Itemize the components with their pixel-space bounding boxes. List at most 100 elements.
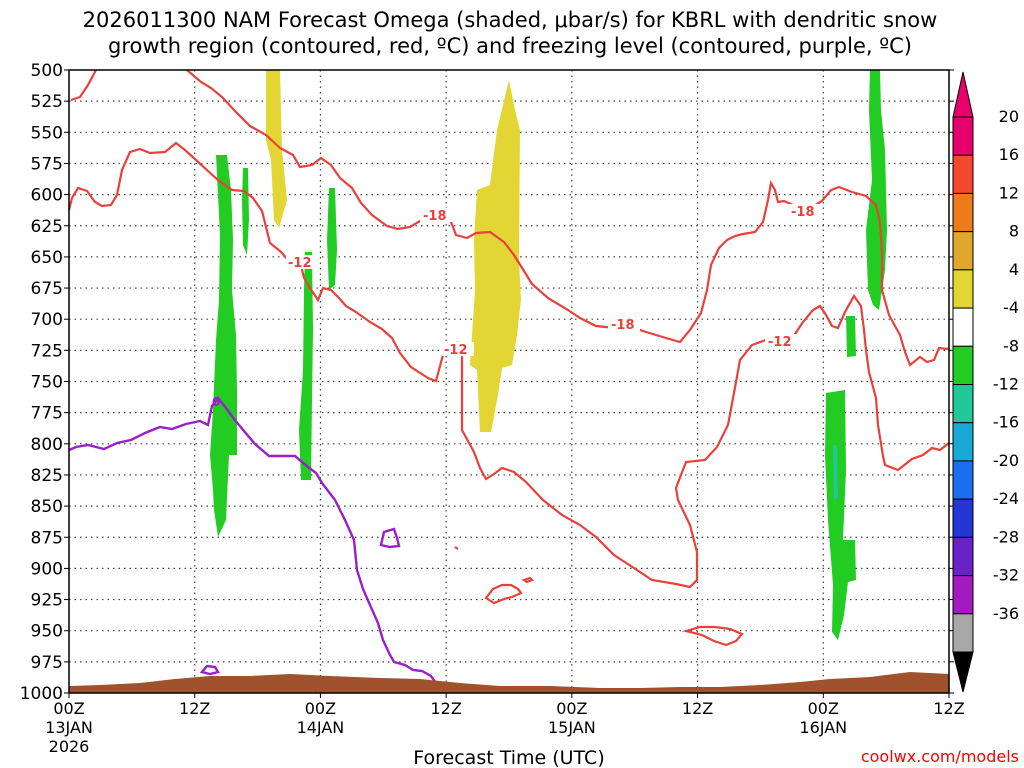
- y-tick-label: 600: [31, 186, 63, 206]
- freezing-level-contour: [68, 396, 437, 684]
- y-tick-label: 575: [31, 154, 63, 174]
- colorbar-band: [952, 307, 974, 347]
- x-tick-label: 12Z: [933, 699, 964, 718]
- contour-label-minus12-a: -12: [288, 256, 312, 271]
- colorbar-band: [952, 536, 974, 577]
- contour-label-minus12-c: -12: [768, 335, 792, 350]
- colorbar-band: [952, 154, 974, 194]
- x-tick-label: 00Z: [305, 699, 336, 718]
- omega-yellow-area-1: [266, 70, 287, 228]
- y-axis: 500 525 550 575 600 625 650 675 700 725 750 775 800 8…: [20, 61, 954, 704]
- x-tick-date-label: 14JAN: [297, 718, 345, 737]
- x-axis-title: Forecast Time (UTC): [413, 747, 604, 768]
- x-tick-date-label: 15JAN: [548, 718, 596, 737]
- colorbar-label: -28: [993, 527, 1019, 546]
- y-tick-label: 925: [31, 591, 63, 611]
- y-tick-label: 650: [31, 248, 63, 268]
- x-tick-label: 00Z: [808, 699, 839, 718]
- x-tick-date-label: 16JAN: [799, 718, 847, 737]
- y-tick-label: 675: [31, 279, 63, 299]
- colorbar-label: -36: [993, 604, 1019, 623]
- x-tick-label: 12Z: [179, 699, 210, 718]
- y-tick-label: 725: [31, 341, 63, 361]
- y-tick-label: 1000: [20, 684, 63, 704]
- y-tick-label: 900: [31, 559, 63, 579]
- colorbar-label: -16: [993, 413, 1019, 432]
- contour-label-minus18-c: -18: [791, 205, 815, 220]
- contour-label-minus18-a: -18: [423, 209, 447, 224]
- y-tick-label: 950: [31, 622, 63, 642]
- colorbar-label: 12: [999, 183, 1019, 202]
- omega-green-area-3: [327, 188, 337, 290]
- colorbar-label: 8: [1009, 222, 1019, 241]
- dgz-contour-loop-3: [681, 625, 744, 647]
- contour-label-minus18-b: -18: [611, 318, 635, 333]
- y-tick-label: 550: [31, 123, 63, 143]
- x-tick-label: 00Z: [556, 699, 587, 718]
- colorbar-label: 20: [999, 107, 1019, 126]
- colorbar-label: -24: [993, 489, 1019, 508]
- chart-title-line2: growth region (contoured, red, ºC) and f…: [108, 34, 912, 58]
- colorbar-label: -8: [1003, 336, 1019, 355]
- y-tick-label: 500: [31, 61, 63, 81]
- x-tick-label: 12Z: [682, 699, 713, 718]
- freezing-label-zero: 0: [212, 395, 220, 409]
- omega-green-area-2: [242, 168, 249, 255]
- omega-green-area-7: [825, 390, 856, 640]
- colorbar-bottom-arrow: [952, 651, 974, 693]
- colorbar-band: [952, 460, 974, 500]
- y-tick-label: 825: [31, 466, 63, 486]
- y-tick-label: 800: [31, 435, 63, 455]
- colorbar-band: [952, 269, 974, 309]
- omega-green-area-4: [299, 252, 313, 480]
- omega-yellow-area-2: [470, 80, 521, 432]
- y-tick-label: 625: [31, 217, 63, 237]
- y-tick-label: 975: [31, 653, 63, 673]
- colorbar-label: -20: [993, 451, 1019, 470]
- colorbar-band: [952, 116, 974, 156]
- colorbar-band: [952, 422, 974, 462]
- omega-green-area-1: [210, 155, 237, 537]
- colorbar-band: [952, 231, 974, 271]
- y-tick-label: 775: [31, 404, 63, 424]
- omega-green-area-6: [846, 316, 856, 357]
- terrain-fill: [69, 672, 949, 693]
- dgz-contour-upper: [67, 141, 950, 589]
- x-tick-date-label: 13JAN: [45, 718, 93, 737]
- colorbar-band: [952, 613, 974, 653]
- colorbar-label: -32: [993, 566, 1019, 585]
- colorbar-label: -4: [1003, 298, 1019, 317]
- omega-shading: [210, 70, 887, 640]
- y-tick-label: 525: [31, 92, 63, 112]
- dgz-contour-loop-2: [521, 576, 534, 584]
- dgz-contour-top-left: [70, 69, 97, 102]
- colorbar-band: [952, 384, 974, 424]
- x-tick-label: 00Z: [53, 699, 84, 718]
- y-tick-label: 875: [31, 528, 63, 548]
- x-tick-year-label: 2026: [49, 737, 90, 756]
- colorbar: 20 16 12 8 4 -4 -8 -12 -16 -20 -24 -28 -32 -36: [952, 71, 1019, 693]
- dgz-contour-minus18: [186, 69, 950, 367]
- y-tick-label: 750: [31, 373, 63, 393]
- colorbar-top-arrow: [952, 71, 974, 118]
- dgz-contour-loop-1: [484, 583, 523, 605]
- colorbar-band: [952, 498, 974, 538]
- credit-text: coolwx.com/models: [861, 747, 1019, 766]
- x-tick-label: 12Z: [430, 699, 461, 718]
- dgz-contour-dot: [454, 546, 459, 550]
- freezing-level-loop-1: [379, 527, 401, 549]
- contour-label-minus12-b: -12: [444, 343, 468, 358]
- contours: [67, 69, 950, 684]
- contour-labels: -18 -12 -12 -18 -12 -18 0: [212, 204, 821, 409]
- colorbar-label: 4: [1009, 260, 1019, 279]
- chart-title-line1: 2026011300 NAM Forecast Omega (shaded, μ…: [83, 8, 938, 32]
- colorbar-band: [952, 192, 974, 233]
- y-tick-label: 850: [31, 497, 63, 517]
- colorbar-band: [952, 575, 974, 615]
- colorbar-label: -12: [993, 375, 1019, 394]
- omega-teal-area-1: [833, 445, 838, 500]
- y-tick-label: 700: [31, 310, 63, 330]
- colorbar-band: [952, 345, 974, 385]
